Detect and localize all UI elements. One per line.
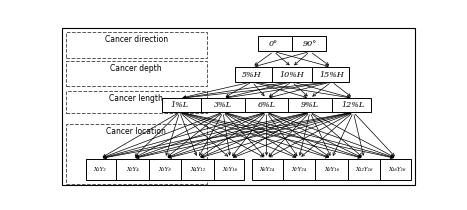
- Text: X₅Y₁₆: X₅Y₁₆: [223, 167, 238, 172]
- Text: X₂Y₄: X₂Y₄: [126, 167, 139, 172]
- Text: 12%L: 12%L: [342, 101, 365, 109]
- Text: Cancer depth: Cancer depth: [110, 64, 162, 73]
- Text: X₇Y₂₄: X₇Y₂₄: [291, 167, 307, 172]
- Text: 5%H: 5%H: [242, 71, 262, 79]
- Bar: [162, 98, 371, 112]
- Bar: [65, 124, 207, 184]
- Text: Cancer location: Cancer location: [106, 127, 166, 136]
- Text: X₄Y₁₂: X₄Y₁₂: [190, 167, 205, 172]
- Text: 6%L: 6%L: [257, 101, 276, 109]
- Text: 15%H: 15%H: [319, 71, 344, 79]
- Text: 10%H: 10%H: [279, 71, 304, 79]
- Text: Cancer direction: Cancer direction: [105, 35, 168, 44]
- Text: X₁₂Y₁₆: X₁₂Y₁₆: [355, 167, 373, 172]
- Text: X₁Y₂: X₁Y₂: [93, 167, 106, 172]
- Bar: [235, 67, 349, 82]
- Text: 90°: 90°: [303, 40, 317, 48]
- Text: 1%L: 1%L: [170, 101, 189, 109]
- Text: X₈Y₁₆: X₈Y₁₆: [324, 167, 339, 172]
- Bar: [65, 61, 207, 86]
- Text: Cancer length: Cancer length: [109, 94, 163, 103]
- Text: 9%L: 9%L: [301, 101, 319, 109]
- Bar: [86, 159, 244, 180]
- Bar: [258, 36, 326, 51]
- Text: X₁₆Y₁₆: X₁₆Y₁₆: [388, 167, 405, 172]
- Bar: [252, 159, 411, 180]
- Bar: [65, 33, 207, 58]
- Text: X₆Y₂₄: X₆Y₂₄: [259, 167, 274, 172]
- Text: X₃Y₈: X₃Y₈: [159, 167, 171, 172]
- Text: 3%L: 3%L: [214, 101, 232, 109]
- Bar: [65, 91, 207, 113]
- Text: 0°: 0°: [269, 40, 278, 48]
